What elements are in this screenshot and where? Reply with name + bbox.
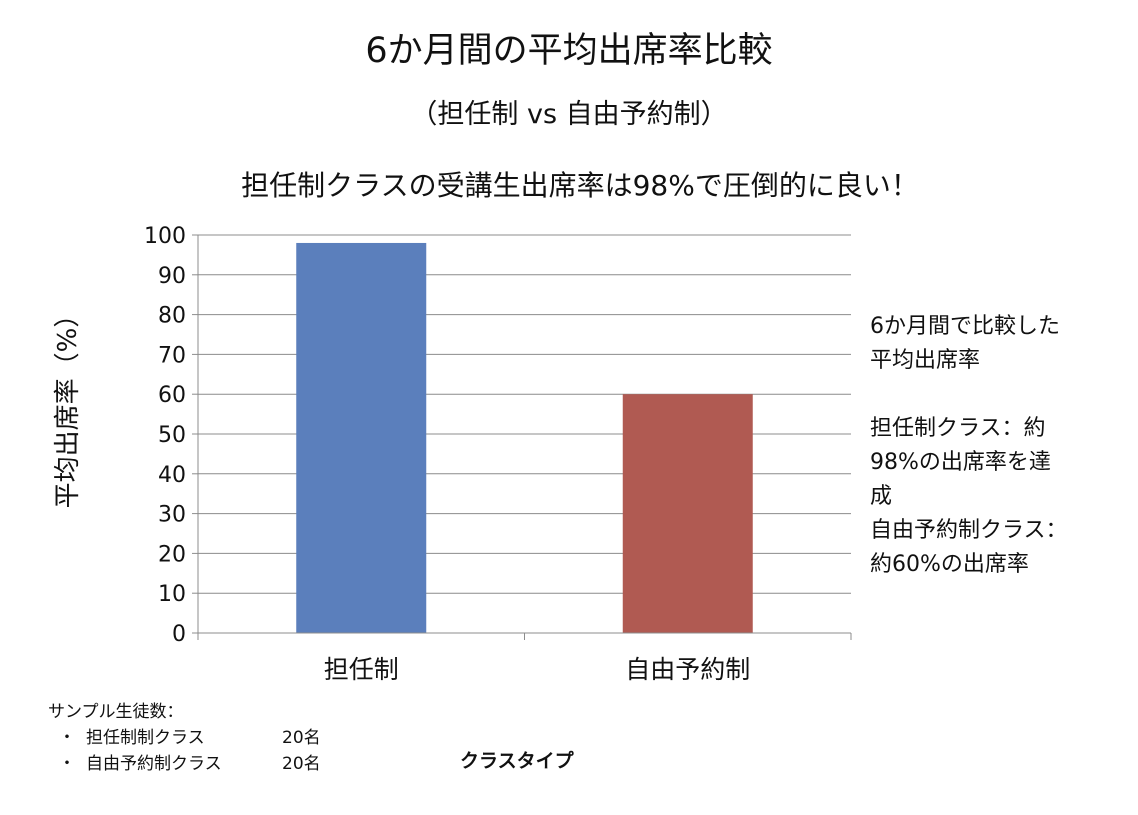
annotation-line: 98%の出席率を達	[870, 450, 1051, 475]
chart-subtitle: （担任制 vs 自由予約制）	[410, 99, 728, 130]
annotation-line: 平均出席率	[870, 348, 981, 373]
y-tick-label: 90	[158, 264, 186, 289]
sample-row: ・ 自由予約制クラス 20名	[48, 751, 321, 777]
y-tick-label: 20	[158, 542, 186, 567]
bars	[296, 242, 753, 633]
bullet: ・	[58, 728, 76, 748]
chart-title: 6か月間の平均出席率比較	[365, 31, 773, 71]
y-tick-label: 80	[158, 304, 186, 329]
annotation-line: 成	[870, 484, 893, 509]
bar-1	[296, 242, 427, 633]
y-tick-label: 50	[158, 423, 186, 448]
y-tick-label: 100	[144, 224, 186, 249]
annotation-line: 担任制クラス：約	[870, 416, 1046, 441]
bar-2	[622, 394, 753, 633]
annotation-box: 6か月間で比較した 平均出席率 担任制クラス：約 98%の出席率を達 成 自由予…	[870, 310, 1130, 582]
annotation-line: 6か月間で比較した	[870, 314, 1060, 339]
sample-size-note: サンプル生徒数： ・ 担任制制クラス 20名 ・ 自由予約制クラス 20名	[48, 699, 321, 777]
annotation-line: 約60%の出席率	[870, 552, 1029, 577]
sample-row: ・ 担任制制クラス 20名	[48, 725, 321, 751]
axes	[192, 234, 852, 640]
y-tick-label: 60	[158, 383, 186, 408]
y-tick-label: 30	[158, 503, 186, 528]
y-tick-label: 10	[158, 582, 186, 607]
x-tick-label: 自由予約制	[625, 655, 750, 684]
sample-count: 20名	[282, 728, 321, 748]
chart-headline: 担任制クラスの受講生出席率は98%で圧倒的に良い！	[241, 169, 919, 202]
annotation-line: 自由予約制クラス：	[870, 518, 1068, 543]
gridlines	[198, 234, 851, 594]
y-tick-label: 40	[158, 463, 186, 488]
sample-heading: サンプル生徒数：	[48, 702, 184, 722]
x-axis-label: クラスタイプ	[460, 750, 574, 772]
sample-class-name: 自由予約制クラス	[86, 754, 222, 774]
x-tick-label: 担任制	[324, 655, 399, 684]
sample-count: 20名	[282, 754, 321, 774]
bullet: ・	[58, 754, 76, 774]
y-tick-label: 70	[158, 343, 186, 368]
tick-labels: 0 10 20 30 40 50 60 70 80 90 100 担任制 自由予約制	[144, 224, 750, 684]
y-tick-label: 0	[172, 622, 186, 647]
sample-class-name: 担任制制クラス	[86, 728, 205, 748]
